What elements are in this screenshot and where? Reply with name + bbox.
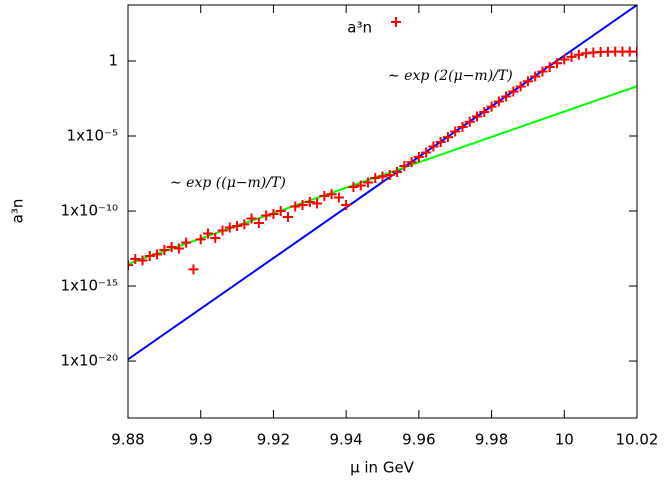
data-point (428, 141, 439, 152)
data-point (268, 209, 279, 220)
data-point (450, 126, 461, 137)
x-axis-label: μ in GeV (350, 459, 415, 477)
data-point (188, 264, 199, 275)
data-point (435, 136, 446, 147)
data-point (442, 132, 453, 143)
data-point (632, 46, 637, 57)
x-tick-label: 9.9 (189, 431, 213, 449)
data-point (406, 157, 417, 168)
data-point (166, 241, 177, 252)
x-tick-label: 10.02 (616, 431, 659, 449)
data-point (348, 181, 359, 192)
y-tick-label: 1x10⁻²⁰ (61, 352, 118, 370)
data-point (152, 249, 163, 260)
data-point (421, 147, 432, 158)
data-point (472, 111, 483, 122)
data-point (362, 177, 373, 188)
x-tick-label: 10 (555, 431, 574, 449)
data-point (566, 51, 577, 62)
data-point (537, 66, 548, 77)
data-point (232, 221, 243, 232)
data-point (253, 217, 264, 228)
data-point (508, 86, 519, 97)
data-point (530, 71, 541, 82)
y-tick-label: 1x10⁻¹⁰ (61, 202, 118, 220)
data-point (159, 245, 170, 256)
data-point (282, 211, 293, 222)
data-point (544, 61, 555, 72)
data-point (559, 54, 570, 65)
data-point (319, 191, 330, 202)
data-point (384, 170, 395, 181)
data-point (202, 228, 213, 239)
data-point (326, 189, 337, 200)
data-point (137, 255, 148, 266)
data-point (195, 234, 206, 245)
plot-frame (127, 4, 638, 419)
data-point (239, 219, 250, 230)
data-point (399, 161, 410, 172)
plot-area (128, 5, 637, 361)
data-point (246, 213, 257, 224)
data-point (224, 222, 235, 233)
legend-label: a³n (347, 19, 372, 37)
x-tick-label: 9.92 (257, 431, 290, 449)
data-point (290, 201, 301, 212)
data-point (261, 210, 272, 221)
annotation: ∼ exp ((μ−m)/T) (170, 175, 286, 191)
data-point (377, 171, 388, 182)
data-point (217, 225, 228, 236)
data-point (128, 260, 133, 271)
x-tick-label: 9.94 (329, 431, 362, 449)
data-point (130, 254, 141, 265)
data-point (297, 200, 308, 211)
data-point (573, 49, 584, 60)
data-point (370, 172, 381, 183)
data-point (457, 121, 468, 132)
data-point (493, 96, 504, 107)
x-tick-label: 9.88 (111, 431, 144, 449)
data-point (181, 237, 192, 248)
data-point (515, 81, 526, 92)
annotation: ∼ exp (2(μ−m)/T) (388, 68, 513, 84)
legend-marker (391, 17, 401, 27)
data-point (173, 243, 184, 254)
y-tick-label: 1 (108, 51, 118, 69)
data-point (501, 91, 512, 102)
y-tick-label: 1x10⁻¹⁵ (61, 277, 118, 295)
data-point (392, 166, 403, 177)
data-point (144, 251, 155, 262)
data-point (333, 192, 344, 203)
x-tick-label: 9.98 (475, 431, 508, 449)
data-point (522, 76, 533, 87)
x-tick-label: 9.96 (402, 431, 435, 449)
data-point (413, 151, 424, 162)
data-point (341, 200, 352, 211)
data-point (312, 198, 323, 209)
y-axis-label: a³n (9, 199, 27, 224)
data-point (552, 58, 563, 69)
data-point (304, 196, 315, 207)
data-point (479, 106, 490, 117)
data-point (355, 180, 366, 191)
y-tick-label: 1x10⁻⁵ (67, 127, 118, 145)
data-point (464, 116, 475, 127)
data-point (486, 101, 497, 112)
data-point (275, 206, 286, 217)
data-point (210, 232, 221, 243)
